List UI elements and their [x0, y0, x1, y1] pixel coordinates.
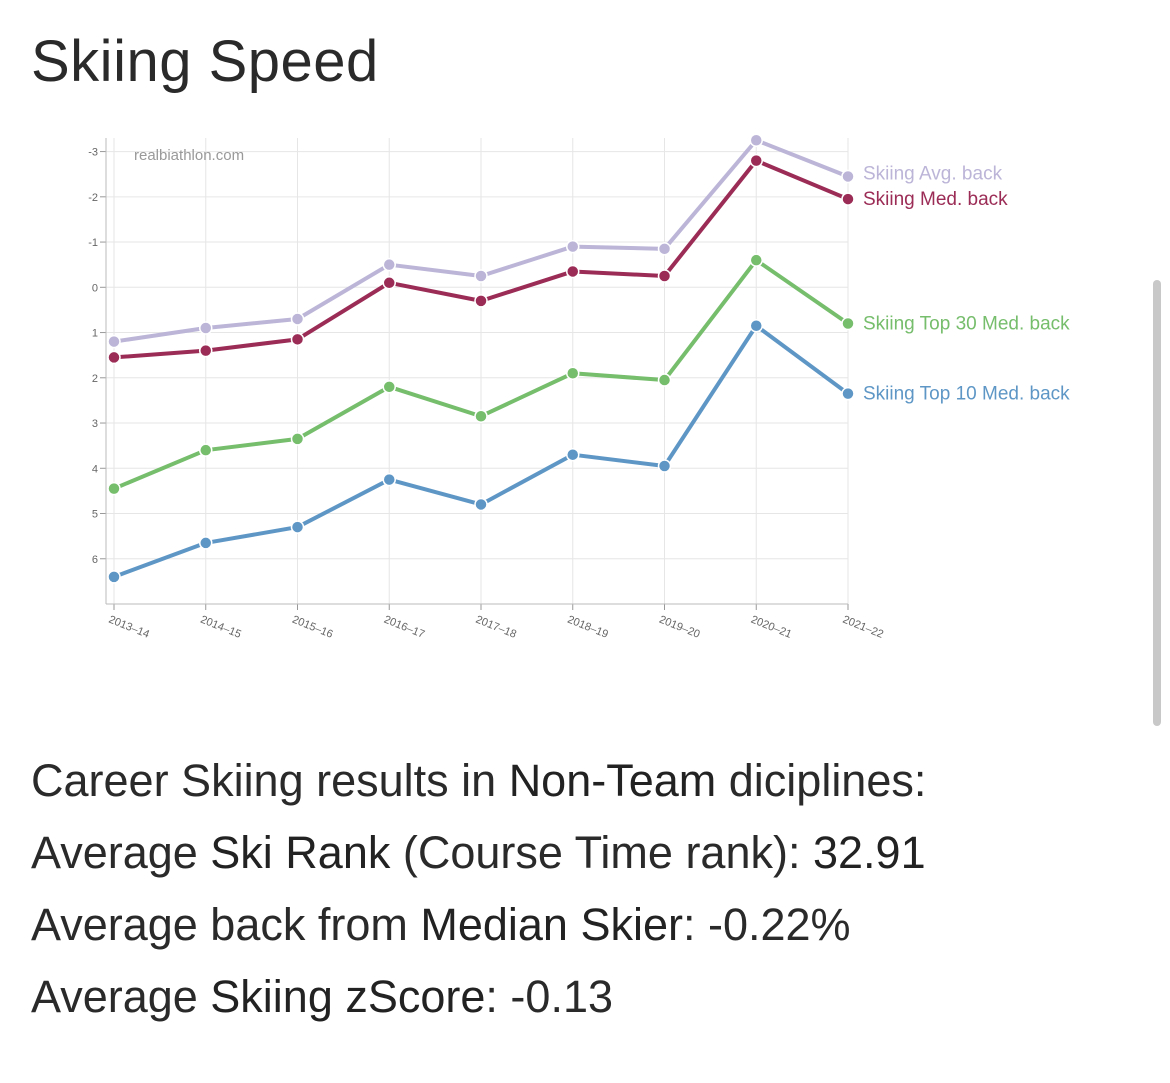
x-tick-label: 2018–19: [566, 614, 610, 641]
data-point: [382, 380, 396, 394]
stats-line-ski-rank: Average Ski Rank (Course Time rank): 32.…: [31, 817, 926, 889]
y-tick-label: -2: [88, 192, 98, 204]
data-point: [841, 386, 855, 401]
stats-highlight-zscore: Skiing zScore: [210, 971, 486, 1022]
data-point: [474, 409, 488, 423]
stats-text: Average back from: [31, 899, 421, 950]
y-tick-label: 6: [92, 554, 98, 566]
x-tick-label: 2017–18: [474, 614, 518, 641]
y-tick-label: 3: [92, 418, 98, 430]
stats-highlight-median-skier: Median Skier: [420, 899, 683, 950]
page-title: Skiing Speed: [31, 29, 379, 94]
data-point: [290, 432, 305, 446]
data-point: [749, 133, 763, 148]
data-point: [107, 481, 121, 496]
data-point: [290, 520, 305, 534]
career-stats: Career Skiing results in Non-Team dicipl…: [31, 745, 926, 1033]
data-point: [657, 242, 672, 256]
data-point: [841, 169, 855, 184]
series-label-1: Skiing Avg. back: [863, 163, 1003, 184]
stats-text: Average: [31, 971, 211, 1022]
data-point: [290, 332, 305, 347]
y-tick-label: -3: [88, 147, 98, 159]
stats-line-zscore: Average Skiing zScore: -0.13: [31, 961, 926, 1033]
series-label-4: Skiing Top 10 Med. back: [863, 384, 1070, 405]
data-point: [749, 253, 763, 267]
data-point: [749, 319, 763, 333]
y-tick-label: 4: [92, 463, 98, 475]
data-point: [107, 570, 121, 584]
x-tick-label: 2020–21: [749, 614, 793, 641]
stats-text: Average: [31, 827, 211, 878]
x-tick-label: 2016–17: [382, 614, 426, 641]
series-label-3: Skiing Top 30 Med. back: [863, 313, 1070, 334]
data-point: [382, 276, 396, 290]
data-point: [199, 343, 213, 358]
data-point: [382, 257, 396, 272]
x-tick-label: 2015–16: [290, 614, 334, 641]
data-point: [657, 459, 672, 473]
x-tick-label: 2019–20: [657, 614, 701, 641]
stats-text: Career Skiing results in: [31, 755, 509, 806]
data-point: [841, 316, 855, 331]
data-point: [382, 472, 396, 487]
data-point: [474, 497, 488, 512]
data-point: [474, 269, 488, 283]
data-point: [199, 321, 213, 335]
data-point: [657, 373, 672, 387]
stats-text: diciplines:: [716, 755, 927, 806]
data-point: [199, 443, 213, 457]
y-tick-label: 5: [92, 509, 98, 521]
stats-highlight-non-team: Non-Team: [508, 755, 717, 806]
stats-value-median-skier: : -0.22%: [682, 899, 851, 950]
x-tick-label: 2013–14: [107, 614, 151, 641]
data-point: [107, 350, 121, 365]
data-point: [566, 264, 580, 279]
scrollbar-thumb[interactable]: [1153, 280, 1161, 726]
data-point: [474, 294, 488, 308]
series-label-2: Skiing Med. back: [863, 189, 1008, 210]
stats-value-ski-rank: 32.91: [812, 827, 926, 878]
data-point: [199, 536, 213, 550]
data-point: [107, 334, 121, 349]
y-tick-label: 2: [92, 373, 98, 385]
data-point: [566, 447, 580, 462]
y-tick-label: -1: [88, 237, 98, 249]
data-point: [841, 192, 855, 206]
data-point: [290, 312, 305, 326]
stats-text: (Course Time rank):: [390, 827, 813, 878]
data-point: [566, 239, 580, 254]
stats-line-disciplines: Career Skiing results in Non-Team dicipl…: [31, 745, 926, 817]
stats-line-median-skier: Average back from Median Skier: -0.22%: [31, 889, 926, 961]
data-point: [566, 366, 580, 381]
y-tick-label: 0: [92, 282, 98, 294]
stats-highlight-ski-rank: Ski Rank: [210, 827, 391, 878]
data-point: [657, 269, 672, 283]
x-tick-label: 2014–15: [199, 614, 243, 641]
skiing-speed-chart: 2013–14 2014–15 2015–16 2016–17 2017–18 2018–…: [88, 133, 1070, 641]
data-point: [749, 153, 763, 168]
y-tick-label: 1: [92, 328, 98, 340]
watermark-text: realbiathlon.com: [134, 147, 244, 164]
stats-value-zscore: : -0.13: [485, 971, 613, 1022]
x-tick-label: 2021–22: [841, 614, 885, 641]
